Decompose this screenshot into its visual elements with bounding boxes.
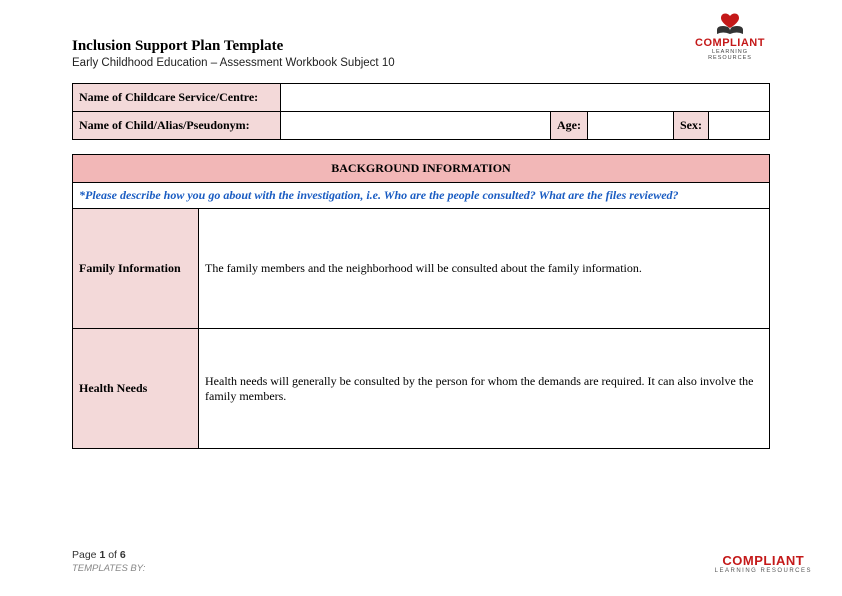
brand-tag-top: LEARNING RESOURCES <box>690 49 770 61</box>
brand-name-bottom: COMPLIANT <box>715 553 812 568</box>
service-centre-label: Name of Childcare Service/Centre: <box>73 84 281 112</box>
health-needs-label: Health Needs <box>73 329 199 449</box>
family-info-content: The family members and the neighborhood … <box>199 209 770 329</box>
table-row: Family Information The family members an… <box>73 209 770 329</box>
service-centre-value <box>281 84 770 112</box>
brand-logo-bottom: COMPLIANT LEARNING RESOURCES <box>715 552 812 574</box>
page-header: Inclusion Support Plan Template Early Ch… <box>72 12 770 69</box>
age-label: Age: <box>551 112 588 140</box>
header-text-block: Inclusion Support Plan Template Early Ch… <box>72 12 395 69</box>
background-table: BACKGROUND INFORMATION *Please describe … <box>72 154 770 449</box>
family-info-label: Family Information <box>73 209 199 329</box>
child-name-value <box>281 112 551 140</box>
background-section-header: BACKGROUND INFORMATION <box>73 155 770 183</box>
background-note: *Please describe how you go about with t… <box>73 183 770 209</box>
table-row: Health Needs Health needs will generally… <box>73 329 770 449</box>
brand-tag-bottom: LEARNING RESOURCES <box>715 568 812 574</box>
brand-logo-top: COMPLIANT LEARNING RESOURCES <box>690 12 770 61</box>
page-total: 6 <box>120 549 126 561</box>
page-subtitle: Early Childhood Education – Assessment W… <box>72 57 395 69</box>
page-indicator: Page 1 of 6 <box>72 549 145 561</box>
page-footer: Page 1 of 6 TEMPLATES BY: COMPLIANT LEAR… <box>72 549 812 574</box>
child-name-label: Name of Child/Alias/Pseudonym: <box>73 112 281 140</box>
sex-value <box>709 112 770 140</box>
sex-label: Sex: <box>674 112 709 140</box>
info-table: Name of Childcare Service/Centre: Name o… <box>72 83 770 140</box>
footer-left: Page 1 of 6 TEMPLATES BY: <box>72 549 145 574</box>
health-needs-content: Health needs will generally be consulted… <box>199 329 770 449</box>
age-value <box>588 112 674 140</box>
heart-book-icon <box>713 12 747 36</box>
page-title: Inclusion Support Plan Template <box>72 38 395 55</box>
brand-name-top: COMPLIANT <box>690 37 770 49</box>
templates-by-label: TEMPLATES BY: <box>72 563 145 574</box>
